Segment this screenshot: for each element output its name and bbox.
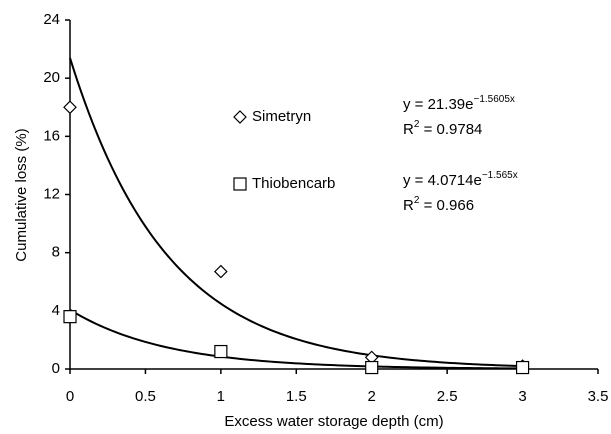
legend-marker: [233, 110, 247, 124]
r2-value: = 0.9784: [419, 121, 482, 138]
y-tick-label: 20: [43, 69, 60, 86]
y-tick-label: 8: [52, 244, 60, 261]
y-axis-label: Cumulative loss (%): [13, 128, 30, 261]
trend-line: [69, 308, 523, 370]
trend-equation: y = 21.39e−1.5605x: [403, 94, 515, 113]
x-tick-label: 1.5: [286, 388, 307, 405]
marker: [214, 344, 228, 359]
marker: [63, 310, 77, 324]
legend-marker: [233, 177, 247, 191]
x-tick-label: 3.5: [588, 388, 609, 405]
y-tick-label: 12: [43, 185, 60, 202]
equation-base: y = 4.0714e: [403, 172, 482, 189]
equation-exponent: −1.5605x: [473, 94, 514, 105]
y-tick-label: 16: [43, 127, 60, 144]
legend-label: Thiobencarb: [252, 175, 335, 192]
r2-sup: 2: [414, 119, 420, 130]
y-tick-label: 24: [43, 11, 60, 28]
r2-symbol: R: [403, 197, 414, 214]
r-squared: R2 = 0.966: [403, 195, 474, 214]
x-axis-label: Excess water storage depth (cm): [224, 413, 443, 430]
marker: [365, 360, 379, 375]
r-squared: R2 = 0.9784: [403, 119, 482, 138]
x-tick-label: 3: [518, 388, 526, 405]
legend-label: Simetryn: [252, 108, 311, 125]
y-tick-label: 0: [52, 360, 60, 377]
marker: [63, 100, 77, 115]
x-tick-label: 1: [217, 388, 225, 405]
trend-line: [69, 57, 523, 368]
y-tick-label: 4: [52, 302, 60, 319]
marker: [214, 264, 228, 279]
r2-sup: 2: [414, 195, 420, 206]
x-tick-label: 0: [66, 388, 74, 405]
marker: [515, 360, 530, 375]
x-tick-label: 2: [368, 388, 376, 405]
equation-exponent: −1.565x: [482, 170, 518, 181]
r2-symbol: R: [403, 121, 414, 138]
equation-base: y = 21.39e: [403, 96, 473, 113]
trend-equation: y = 4.0714e−1.565x: [403, 170, 518, 189]
x-tick-label: 2.5: [437, 388, 458, 405]
r2-value: = 0.966: [419, 197, 474, 214]
x-tick-label: 0.5: [135, 388, 156, 405]
